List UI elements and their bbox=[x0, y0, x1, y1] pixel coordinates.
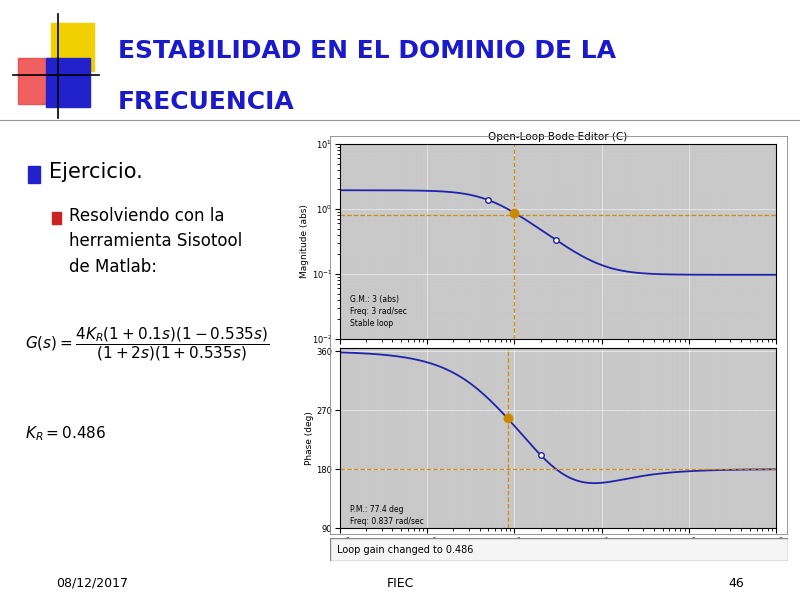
Text: FIEC: FIEC bbox=[386, 577, 414, 590]
Text: Ejercicio.: Ejercicio. bbox=[49, 163, 142, 182]
Text: G.M.: 3 (abs)
Freq: 3 rad/sec
Stable loop: G.M.: 3 (abs) Freq: 3 rad/sec Stable loo… bbox=[350, 295, 407, 328]
Y-axis label: Phase (deg): Phase (deg) bbox=[305, 411, 314, 465]
Text: 46: 46 bbox=[728, 577, 744, 590]
Bar bbox=[28, 166, 40, 183]
Bar bbox=[51, 23, 94, 71]
Bar bbox=[18, 58, 58, 104]
Text: Resolviendo con la: Resolviendo con la bbox=[69, 206, 224, 224]
Text: FRECUENCIA: FRECUENCIA bbox=[118, 90, 294, 114]
Text: de Matlab:: de Matlab: bbox=[69, 258, 157, 276]
Title: Open-Loop Bode Editor (C): Open-Loop Bode Editor (C) bbox=[488, 132, 628, 142]
Text: P.M.: 77.4 deg
Freq: 0.837 rad/sec: P.M.: 77.4 deg Freq: 0.837 rad/sec bbox=[350, 505, 424, 526]
Text: 08/12/2017: 08/12/2017 bbox=[56, 577, 128, 590]
Text: $K_R=0.486$: $K_R=0.486$ bbox=[25, 425, 106, 443]
Text: Loop gain changed to 0.486: Loop gain changed to 0.486 bbox=[338, 545, 474, 554]
Text: $G(s)=\dfrac{4K_R(1+0.1s)(1-0.535s)}{(1+2s)(1+0.535s)}$: $G(s)=\dfrac{4K_R(1+0.1s)(1-0.535s)}{(1+… bbox=[25, 325, 270, 363]
Y-axis label: Magnitude (abs): Magnitude (abs) bbox=[300, 205, 309, 278]
Text: ESTABILIDAD EN EL DOMINIO DE LA: ESTABILIDAD EN EL DOMINIO DE LA bbox=[118, 39, 616, 63]
X-axis label: Frequency (rad/sec): Frequency (rad/sec) bbox=[513, 551, 603, 560]
Bar bbox=[46, 58, 90, 107]
Text: herramienta Sisotool: herramienta Sisotool bbox=[69, 232, 242, 250]
Bar bbox=[53, 212, 61, 224]
